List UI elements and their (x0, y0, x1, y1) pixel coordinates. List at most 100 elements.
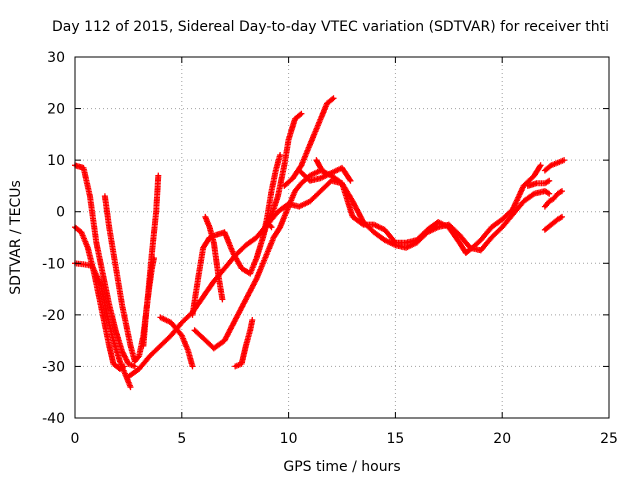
series-s11 (232, 317, 256, 370)
series-s18 (541, 157, 568, 174)
data-point (543, 189, 547, 193)
series-markers (232, 317, 256, 370)
data-point (137, 367, 141, 371)
data-point (362, 223, 365, 226)
data-point (88, 195, 92, 198)
data-point (146, 298, 149, 301)
data-point (221, 298, 224, 301)
data-point (201, 295, 205, 299)
data-point (266, 251, 269, 255)
data-point (274, 169, 277, 172)
data-point (129, 385, 132, 389)
x-tick-label: 25 (600, 431, 618, 447)
data-point (535, 182, 538, 185)
data-point (415, 238, 418, 242)
data-point (191, 365, 194, 368)
data-point (159, 316, 162, 319)
data-point (152, 256, 156, 260)
data-point (556, 161, 559, 164)
data-point (308, 200, 312, 203)
data-point (118, 360, 122, 363)
data-point (212, 347, 216, 350)
series-s17 (524, 177, 553, 189)
data-point (550, 164, 553, 167)
data-point (490, 236, 493, 239)
data-point (319, 176, 322, 180)
data-point (300, 112, 303, 115)
data-point (547, 200, 551, 203)
y-tick-label: 0 (56, 205, 65, 221)
data-point (283, 164, 286, 167)
data-point (330, 171, 333, 175)
data-point (550, 223, 553, 226)
data-point (543, 228, 547, 231)
data-point (511, 213, 515, 216)
y-tick-label: -10 (42, 256, 65, 272)
data-point (127, 362, 130, 366)
data-point (426, 228, 429, 231)
series-markers (191, 162, 544, 352)
x-tick-label: 15 (386, 431, 404, 447)
data-point (298, 205, 301, 208)
data-point (127, 375, 130, 378)
data-point (526, 184, 530, 188)
data-point (142, 344, 145, 347)
series-s12 (260, 152, 284, 241)
data-point (103, 195, 107, 198)
data-point (287, 205, 290, 208)
data-point (114, 329, 117, 332)
data-point (300, 182, 303, 185)
data-point (169, 334, 173, 337)
data-point (436, 225, 440, 229)
data-point (278, 153, 282, 157)
data-point (270, 189, 273, 193)
data-point (351, 200, 354, 203)
data-point (212, 280, 216, 283)
data-point (278, 225, 282, 229)
data-point (80, 231, 83, 234)
data-point (255, 256, 258, 260)
data-point (272, 236, 275, 239)
data-point (240, 362, 243, 366)
data-point (204, 215, 207, 219)
data-point (180, 334, 183, 337)
data-point (560, 189, 564, 193)
axis-ticks: 0 5 10 15 20 25 -40 -30 -20 -10 0 10 20 30 (42, 50, 618, 447)
data-point (287, 138, 290, 141)
data-point (325, 102, 329, 105)
x-tick-label: 5 (177, 431, 186, 447)
data-point (501, 225, 504, 229)
data-point (268, 220, 271, 224)
data-point (351, 215, 354, 219)
data-point (547, 179, 551, 182)
chart-title: Day 112 of 2015, Sidereal Day-to-day VTE… (52, 19, 609, 35)
data-point (112, 339, 115, 342)
data-point (308, 179, 312, 182)
data-point (103, 323, 107, 327)
data-point (191, 313, 194, 317)
data-point (522, 200, 525, 203)
data-point (293, 117, 297, 121)
data-point (240, 267, 243, 270)
data-point (116, 277, 119, 280)
data-point (552, 197, 555, 201)
y-tick-label: 30 (47, 50, 65, 66)
data-point (150, 267, 154, 270)
data-point (248, 329, 252, 332)
data-point (216, 272, 220, 275)
data-point (244, 298, 248, 301)
data-point (332, 97, 335, 100)
data-point (129, 344, 132, 347)
data-point (340, 182, 344, 185)
series-s15 (296, 164, 354, 184)
data-point (244, 244, 248, 247)
data-point (223, 231, 226, 234)
x-tick-label: 0 (71, 431, 80, 447)
data-point (82, 166, 85, 170)
data-point (539, 164, 542, 167)
data-point (150, 251, 154, 255)
data-point (404, 246, 408, 250)
data-point (556, 192, 559, 195)
data-point (479, 238, 483, 242)
data-point (180, 321, 183, 324)
